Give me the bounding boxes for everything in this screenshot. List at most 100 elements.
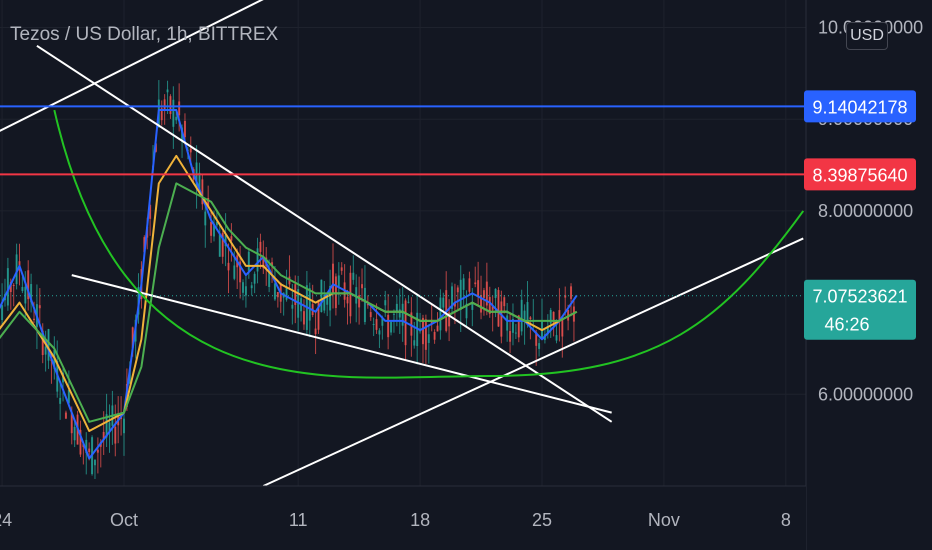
candle-body xyxy=(332,263,334,294)
time-tick-label: 8 xyxy=(781,510,791,530)
candle-body xyxy=(503,297,506,307)
candle-body xyxy=(215,221,218,226)
candle-body xyxy=(160,108,163,121)
candle-body xyxy=(480,294,483,313)
price-scale-panel[interactable] xyxy=(806,0,932,550)
candle-body xyxy=(212,223,215,237)
red-level-label-bg xyxy=(804,158,916,191)
lines-layer xyxy=(0,109,578,460)
candle-body xyxy=(500,301,503,337)
candle-body xyxy=(175,116,178,121)
candle-body xyxy=(64,412,67,419)
candle-body xyxy=(451,286,454,309)
candle-body xyxy=(21,286,24,292)
candle-body xyxy=(485,281,488,306)
candle-body xyxy=(256,248,259,272)
candle-body xyxy=(392,313,395,315)
candle-body xyxy=(488,296,491,314)
candle-body xyxy=(549,309,552,324)
time-tick-label: 11 xyxy=(289,510,308,530)
candle-body xyxy=(44,346,47,355)
candle-body xyxy=(384,300,387,306)
candle-body xyxy=(390,321,393,333)
candle-body xyxy=(387,314,390,338)
candle-body xyxy=(59,397,62,404)
currency-button[interactable]: USD xyxy=(846,22,888,50)
candle-body xyxy=(439,297,442,331)
candle-body xyxy=(24,286,27,304)
candle-body xyxy=(67,389,70,404)
candle-body xyxy=(491,306,494,310)
candle-body xyxy=(375,319,378,330)
candle-body xyxy=(123,418,125,434)
candle-body xyxy=(183,120,186,138)
candle-body xyxy=(79,429,82,455)
candle-body xyxy=(337,275,340,288)
candle-body xyxy=(221,232,224,257)
candle-body xyxy=(9,282,12,293)
trend-line-2 xyxy=(0,0,264,132)
candle-body xyxy=(233,265,236,279)
time-tick-label: Oct xyxy=(110,510,138,530)
candle-body xyxy=(474,282,477,285)
candle-body xyxy=(334,276,337,309)
candle-body xyxy=(166,89,169,93)
candle-body xyxy=(546,326,549,335)
time-tick-label: Nov xyxy=(648,510,680,530)
candle-body xyxy=(529,317,532,320)
candle-body xyxy=(514,332,517,334)
candle-body xyxy=(268,269,271,287)
candle-body xyxy=(88,448,91,453)
moving-average-line-1 xyxy=(0,109,578,460)
last-price-label-bg xyxy=(804,279,916,340)
candle-body xyxy=(538,343,541,349)
drawings-layer[interactable] xyxy=(0,0,805,487)
blue-level-label-bg xyxy=(804,90,916,123)
trend-line-1 xyxy=(36,45,613,423)
candle-body xyxy=(294,284,297,306)
candle-body xyxy=(346,297,349,304)
candle-body xyxy=(366,304,369,306)
candle-body xyxy=(436,325,439,332)
candle-body xyxy=(285,287,288,300)
candle-body xyxy=(448,312,451,327)
candle-body xyxy=(401,303,404,326)
price-tick-label: 8.00000000 xyxy=(818,201,913,221)
symbol-title: Tezos / US Dollar, 1h, BITTREX xyxy=(10,24,279,45)
candle-body xyxy=(198,172,201,192)
candle-body xyxy=(93,459,96,466)
blue-level-label-text: 9.14042178 xyxy=(812,97,907,117)
candle-body xyxy=(326,294,329,305)
candle-body xyxy=(291,304,294,309)
candle-body xyxy=(453,302,456,307)
candle-body xyxy=(340,267,343,271)
last-price-label-text: 7.07523621 xyxy=(812,287,907,307)
candle-body xyxy=(227,262,230,271)
candle-body xyxy=(201,179,204,205)
candle-body xyxy=(465,303,468,319)
candle-body xyxy=(70,412,73,434)
candle-body xyxy=(497,290,500,327)
candle-body xyxy=(308,288,311,321)
candle-body xyxy=(570,286,573,299)
candle-body xyxy=(378,330,381,335)
candle-body xyxy=(102,431,105,440)
trend-line-4 xyxy=(262,237,804,487)
candle-body xyxy=(558,310,561,322)
candle-body xyxy=(535,332,538,346)
hlines-layer[interactable] xyxy=(0,105,806,297)
candle-body xyxy=(477,280,480,297)
candle-body xyxy=(131,327,134,348)
candle-body xyxy=(47,329,50,361)
candle-body xyxy=(218,234,221,257)
price-tick-label: 6.00000000 xyxy=(818,384,913,404)
candle-body xyxy=(517,315,520,338)
candle-body xyxy=(239,261,242,283)
candle-body xyxy=(369,312,372,318)
time-scale-panel[interactable] xyxy=(0,486,806,550)
candle-body xyxy=(169,96,172,115)
candle-body xyxy=(1,305,4,320)
candle-body xyxy=(506,315,509,331)
